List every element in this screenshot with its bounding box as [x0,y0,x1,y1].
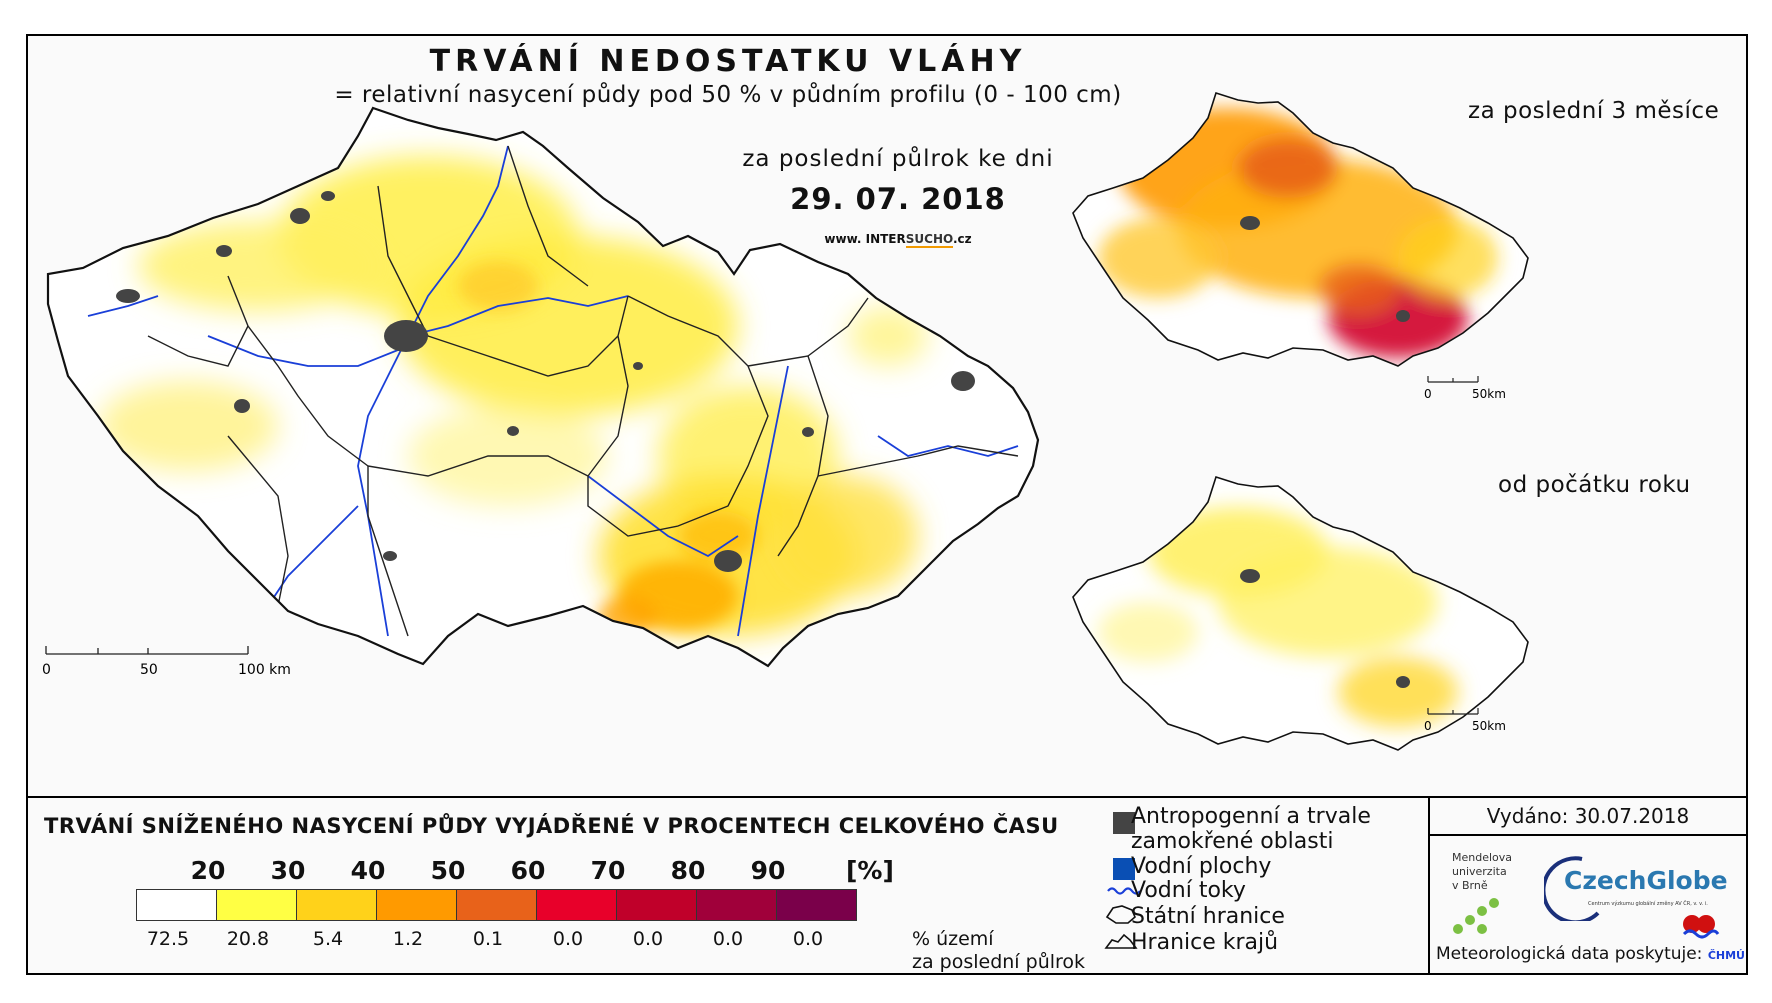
legend-swatch [376,889,457,921]
threshold-label: 70 [590,856,626,885]
map-title: TRVÁNÍ NEDOSTATKU VLÁHY [429,44,1027,79]
czechglobe-name: CzechGlobe [1564,866,1728,895]
main-scale-mid: 50 [140,662,158,678]
mendel-line3: v Brně [1452,879,1488,892]
legend-title: TRVÁNÍ SNÍŽENÉHO NASYCENÍ PŮDY VYJÁDŘENÉ… [44,814,1059,838]
issued-date: Vydáno: 30.07.2018 [1486,804,1690,828]
threshold-label: 20 [190,856,226,885]
main-scale-end: 100 km [238,662,291,678]
chmu-logo-icon [1682,915,1720,939]
legend-state-border: Státní hranice [1131,904,1285,929]
inset-bottom-scale-zero: 0 [1424,719,1432,733]
class-share: 20.8 [226,928,270,950]
state-border [46,106,1040,668]
inset-map-3-months [1072,92,1529,367]
threshold-label: 40 [350,856,386,885]
threshold-label: 80 [670,856,706,885]
legend-swatch [536,889,617,921]
urban-areas [116,191,975,572]
meteo-credit-text: Meteorologická data poskytuje: [1436,944,1703,964]
meteo-credit: Meteorologická data poskytuje: ČHMÚ [1436,944,1745,964]
legend-swatch [456,889,537,921]
mendel-line2: univerzita [1452,865,1507,878]
threshold-label: 90 [750,856,786,885]
map-subtitle: = relativní nasycení půdy pod 50 % v půd… [334,82,1122,108]
drought-areas [98,156,928,636]
inset-top-scale: 0 50km [1424,376,1506,401]
mendel-line1: Mendelova [1452,851,1513,864]
period-label: za poslední půlrok ke dni [742,146,1054,172]
legend-rivers: Vodní toky [1131,878,1246,903]
region-border-icon [1104,933,1138,949]
class-share: 0.0 [792,928,824,950]
water-area-icon [1113,858,1135,880]
class-share: 0.0 [632,928,664,950]
date-label: 29. 07. 2018 [790,182,1006,216]
legend-swatch [696,889,777,921]
class-share: 0.0 [552,928,584,950]
class-share: 0.0 [712,928,744,950]
czechglobe-sub: Centrum výzkumu globální změny AV ČR, v.… [1588,900,1708,907]
legend-swatch [296,889,377,921]
inset-top-scale-end: 50km [1472,387,1506,401]
issued-divider [1428,834,1746,836]
region-borders [147,145,1019,637]
website-link[interactable]: www. INTERSUCHO.cz [628,232,1168,248]
inset-bottom-title: od počátku roku [1498,472,1691,498]
class-share: 72.5 [146,928,190,950]
inset-top-scale-zero: 0 [1424,387,1432,401]
legend-urban-line1: Antropogenní a trvale [1131,804,1371,829]
chmu-label: ČHMÚ [1707,949,1745,962]
threshold-label: 50 [430,856,466,885]
urban-area-icon [1113,812,1135,834]
legend-swatch [616,889,697,921]
legend-swatch [216,889,297,921]
threshold-label: 30 [270,856,306,885]
website-highlight: SUCHO [905,232,953,248]
inset-bottom-scale: 0 50km [1424,708,1506,733]
legend-divider [28,796,1746,798]
inset-bottom-scale-end: 50km [1472,719,1506,733]
mendel-logo: Mendelova univerzita v Brně [1452,851,1522,941]
legend-urban-line2: zamokřené oblasti [1131,829,1334,854]
legend-region-border: Hranice krajů [1131,930,1279,955]
website-suffix: .cz [952,232,972,246]
main-scale-bar: 0 50 100 km [42,646,291,678]
map-frame: TRVÁNÍ NEDOSTATKU VLÁHY = relativní nasy… [26,34,1748,975]
share-note: % území za poslední půlrok [912,928,1085,974]
threshold-label: 60 [510,856,546,885]
website-prefix: www. INTER [824,232,906,246]
share-note-line2: za poslední půlrok [912,951,1086,973]
credits-divider [1428,796,1430,973]
main-map: 0 50 100 km [42,106,1040,678]
share-note-line1: % území [912,928,994,950]
czechglobe-arc-icon: CzechGlobe Centrum výzkumu globální změn… [1541,856,1728,925]
legend-unit: [%] [846,856,894,885]
class-share: 5.4 [312,928,344,950]
state-border-icon [1105,905,1136,924]
czechglobe-logo: CzechGlobe Centrum výzkumu globální změn… [1541,851,1734,925]
legend-water: Vodní plochy [1131,854,1272,879]
main-scale-zero: 0 [42,662,51,678]
class-share: 0.1 [472,928,504,950]
inset-top-title: za poslední 3 měsíce [1468,98,1720,124]
legend-swatch [136,889,217,921]
river-icon [1107,887,1141,895]
mendel-dots-icon [1453,898,1499,934]
legend-urban: Antropogenní a trvale zamokřené oblasti [1131,804,1371,854]
inset-map-year [1072,476,1529,751]
class-share: 1.2 [392,928,424,950]
legend-swatch [776,889,857,921]
